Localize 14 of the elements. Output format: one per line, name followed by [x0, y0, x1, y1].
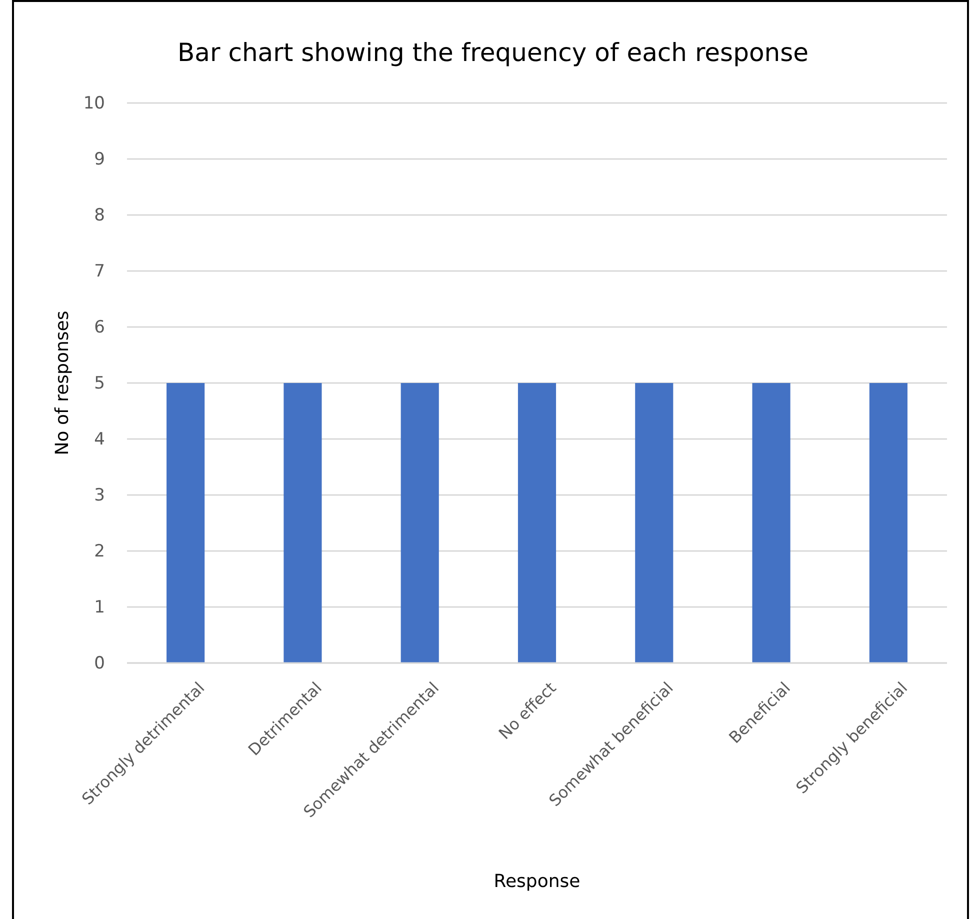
- y-tick-label: 0: [94, 653, 105, 674]
- y-tick-label: 9: [94, 149, 105, 170]
- chart-title: Bar chart showing the frequency of each response: [178, 38, 808, 67]
- y-tick-label: 4: [94, 429, 105, 450]
- x-axis-title: Response: [494, 871, 580, 892]
- y-axis-title: No of responses: [52, 310, 73, 456]
- y-tick-label: 7: [94, 261, 105, 282]
- y-tick-label: 5: [94, 373, 105, 394]
- y-tick-label: 2: [94, 541, 105, 562]
- y-tick-label: 8: [94, 205, 105, 226]
- y-tick-label: 6: [94, 317, 105, 338]
- y-tick-label: 10: [83, 93, 105, 114]
- y-tick-label: 1: [94, 597, 105, 618]
- y-tick-label: 3: [94, 485, 105, 506]
